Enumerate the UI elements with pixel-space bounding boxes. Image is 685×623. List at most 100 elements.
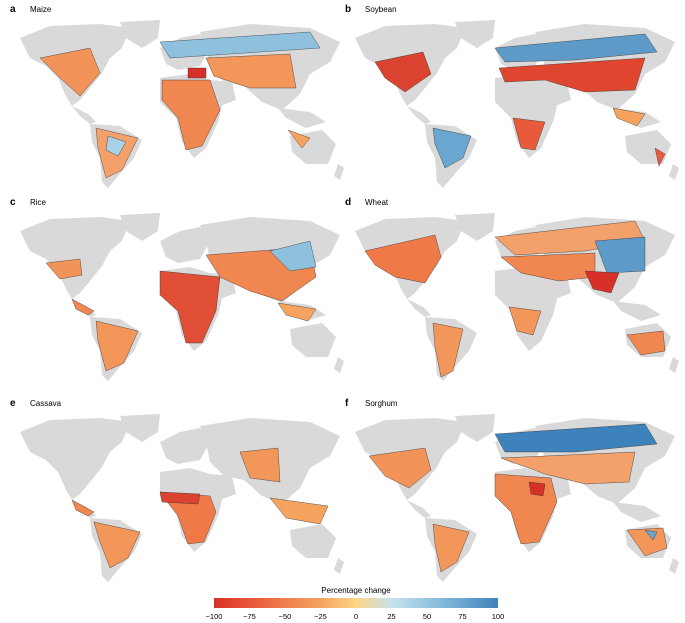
landmass-central-america bbox=[407, 299, 431, 317]
landmass-new-zealand bbox=[334, 164, 344, 180]
panel-rice: c Rice bbox=[10, 197, 345, 381]
crop-region bbox=[508, 306, 542, 336]
legend-swatch bbox=[462, 598, 498, 608]
crop-region bbox=[159, 491, 217, 545]
panel-tag: a bbox=[10, 4, 16, 15]
crop-region bbox=[626, 527, 668, 557]
crop-region bbox=[45, 258, 83, 280]
legend-tick-label: −100 bbox=[205, 612, 223, 621]
map-sorghum bbox=[355, 414, 679, 582]
landmass-southeast-asia bbox=[613, 301, 661, 321]
legend-tick-label: −25 bbox=[314, 612, 327, 621]
crop-region bbox=[269, 497, 329, 525]
legend-tick-label: 50 bbox=[422, 612, 432, 621]
legend-tick-label: 25 bbox=[387, 612, 396, 621]
crop-region bbox=[512, 117, 546, 151]
map-maize bbox=[20, 20, 344, 188]
panel-title: Sorghum bbox=[365, 399, 398, 408]
map-rice bbox=[20, 213, 344, 381]
crop-region bbox=[187, 67, 207, 79]
panel-title: Wheat bbox=[365, 198, 389, 207]
legend-swatch bbox=[320, 598, 356, 608]
landmass-arabia bbox=[545, 80, 571, 106]
crop-region bbox=[287, 129, 311, 149]
crop-region bbox=[584, 270, 620, 294]
legend-colorbar bbox=[214, 598, 498, 608]
panel-wheat: d Wheat bbox=[345, 197, 680, 381]
crop-region bbox=[374, 51, 432, 93]
panel-sorghum: f Sorghum bbox=[345, 398, 680, 582]
landmass-australia bbox=[625, 130, 671, 164]
legend-title: Percentage change bbox=[321, 586, 391, 595]
panel-title: Maize bbox=[30, 5, 52, 14]
crop-region bbox=[612, 107, 646, 127]
crop-region bbox=[432, 127, 472, 169]
panel-title: Soybean bbox=[365, 5, 397, 14]
crop-region bbox=[205, 53, 297, 89]
legend-swatch bbox=[249, 598, 285, 608]
crop-region bbox=[239, 447, 281, 483]
crop-region bbox=[71, 499, 95, 517]
legend-tick-label: −50 bbox=[278, 612, 292, 621]
crop-region bbox=[494, 473, 558, 545]
crop-region bbox=[528, 481, 546, 497]
crop-region bbox=[494, 423, 658, 453]
crop-region bbox=[594, 236, 646, 274]
landmass-southeast-asia bbox=[613, 502, 661, 522]
panel-title: Rice bbox=[30, 198, 47, 207]
crop-region bbox=[364, 234, 442, 284]
legend-swatch bbox=[285, 598, 321, 608]
panel-tag: d bbox=[345, 197, 352, 208]
landmass-africa bbox=[495, 267, 559, 351]
crop-region bbox=[159, 31, 321, 59]
crop-region bbox=[498, 57, 646, 93]
panel-tag: b bbox=[345, 4, 352, 15]
crop-region bbox=[93, 521, 141, 569]
landmass-greenland bbox=[455, 213, 495, 241]
landmass-arabia bbox=[210, 80, 236, 106]
landmass-north-america bbox=[20, 418, 130, 500]
crop-region bbox=[39, 47, 101, 97]
legend-swatch bbox=[214, 598, 250, 608]
landmass-africa bbox=[495, 74, 559, 158]
landmass-greenland bbox=[455, 20, 495, 48]
legend-tick-label: 0 bbox=[353, 612, 359, 621]
legend-tick-label: 100 bbox=[491, 612, 505, 621]
panel-tag: f bbox=[345, 398, 349, 409]
crop-region bbox=[159, 491, 201, 505]
crop-region bbox=[500, 252, 596, 282]
panel-maize: a Maize bbox=[10, 4, 345, 188]
panel-tag: e bbox=[10, 398, 16, 409]
crop-region bbox=[71, 298, 95, 316]
landmass-north-america bbox=[20, 217, 130, 299]
landmass-europe bbox=[160, 428, 210, 464]
landmass-greenland bbox=[120, 414, 160, 442]
legend-swatch bbox=[391, 598, 427, 608]
crop-region bbox=[269, 240, 317, 272]
crop-region bbox=[644, 529, 658, 541]
landmass-new-zealand bbox=[669, 357, 679, 373]
crop-region bbox=[626, 330, 666, 356]
landmass-europe bbox=[160, 227, 210, 263]
crop-region bbox=[95, 320, 139, 372]
legend-ticks: −100 −75 −50 −25 0 25 50 75 100 bbox=[206, 612, 505, 622]
landmass-australia bbox=[290, 524, 336, 558]
legend-tick-label: 75 bbox=[458, 612, 467, 621]
crop-region bbox=[500, 451, 636, 485]
landmass-central-america bbox=[407, 106, 431, 124]
map-cassava bbox=[20, 414, 344, 582]
crop-region bbox=[277, 302, 317, 322]
panel-title: Cassava bbox=[30, 399, 62, 408]
panel-cassava: e Cassava bbox=[10, 398, 345, 582]
panel-tag: c bbox=[10, 197, 16, 208]
landmass-greenland bbox=[120, 213, 160, 241]
landmass-central-america bbox=[72, 106, 96, 124]
landmass-new-zealand bbox=[334, 357, 344, 373]
map-soybean bbox=[355, 20, 679, 188]
crop-region bbox=[654, 147, 666, 167]
legend-tick-label: −75 bbox=[243, 612, 256, 621]
landmass-southeast-asia bbox=[278, 108, 326, 128]
map-wheat bbox=[355, 213, 679, 381]
crop-region bbox=[494, 33, 658, 63]
legend-swatch bbox=[427, 598, 463, 608]
